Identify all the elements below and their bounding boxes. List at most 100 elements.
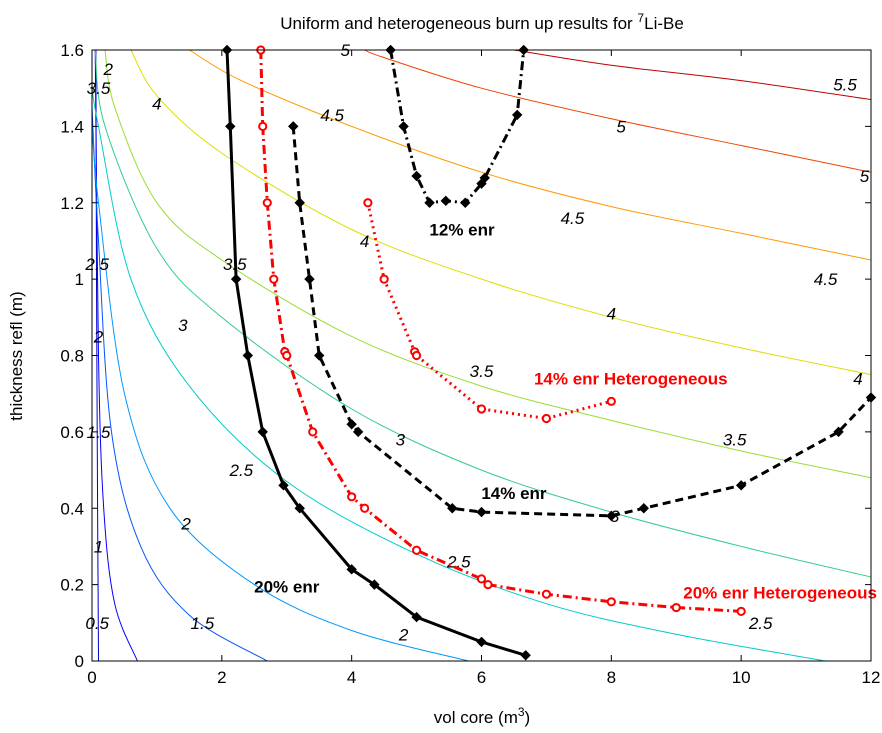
- data-series: [221, 44, 877, 661]
- contour-level-label: 2: [93, 327, 104, 346]
- x-tick-label: 10: [732, 668, 751, 687]
- contour-line-5: [364, 50, 871, 173]
- data-point-diamond: [230, 273, 242, 285]
- data-point-circle: [258, 121, 268, 131]
- y-tick-label: 0.2: [60, 576, 84, 595]
- series-label: 14% enr Heterogeneous: [534, 369, 728, 388]
- chart-title-main: Uniform and heterogeneous burn up result…: [280, 14, 637, 33]
- contour-level-label: 2.5: [446, 553, 471, 572]
- contour-level-label: 2: [398, 625, 409, 644]
- x-axis-label: vol core (m3): [434, 705, 530, 727]
- contour-line-4-5: [189, 50, 871, 261]
- data-point-diamond: [242, 350, 254, 361]
- data-point-diamond: [606, 510, 617, 522]
- data-point-diamond: [294, 503, 305, 514]
- data-point-circle: [308, 427, 318, 437]
- x-tick-label: 6: [477, 668, 486, 687]
- data-point-circle: [347, 492, 357, 502]
- data-point-diamond: [511, 109, 523, 121]
- data-point-diamond: [447, 503, 458, 514]
- chart-title: Uniform and heterogeneous burn up result…: [280, 11, 684, 33]
- data-point-diamond: [314, 350, 325, 361]
- data-point-diamond: [294, 197, 305, 208]
- series-label: 14% enr: [481, 484, 547, 503]
- contour-level-label: 3.5: [87, 79, 111, 98]
- contour-level-label: 3: [396, 431, 406, 450]
- y-tick-label: 0: [75, 652, 84, 671]
- data-point-circle: [282, 350, 292, 361]
- contour-level-label: 3.5: [723, 431, 747, 450]
- data-point-diamond: [520, 650, 531, 661]
- y-tick-label: 0.6: [60, 423, 84, 442]
- contour-level-label: 4.5: [814, 270, 838, 289]
- series-labels: 20% enr 20% enr Heterogeneous 14% enr 14% e…: [254, 220, 877, 602]
- chart-title-superscript: 7: [637, 11, 644, 25]
- data-point-diamond: [476, 636, 487, 648]
- x-axis-label-superscript: 3: [518, 705, 525, 719]
- data-point-diamond: [460, 197, 471, 208]
- data-point-circle: [483, 580, 493, 590]
- contour-line-5-5: [513, 50, 871, 101]
- x-axis-label-tail: ): [525, 708, 531, 727]
- data-point-circle: [363, 198, 373, 208]
- plot-area: [92, 50, 871, 661]
- series-line: [389, 49, 526, 205]
- data-point-circle: [476, 404, 487, 414]
- y-tick-label: 0.8: [60, 347, 84, 366]
- data-point-circle: [379, 274, 389, 284]
- data-point-diamond: [833, 426, 844, 438]
- y-tick-label: 1.6: [60, 41, 84, 60]
- contour-level-label: 0.5: [85, 614, 109, 633]
- x-tick-label: 4: [347, 668, 356, 687]
- series-2: [256, 45, 746, 616]
- x-tick-label: 0: [87, 668, 96, 687]
- contour-level-label: 5: [860, 167, 870, 186]
- contour-level-label: 3.5: [470, 362, 494, 381]
- contour-level-label: 4: [607, 304, 616, 323]
- series-1: [221, 44, 531, 661]
- data-point-circle: [262, 198, 272, 208]
- x-tick-label: 8: [607, 668, 616, 687]
- data-point-diamond: [369, 579, 380, 590]
- contour-level-label: 4.5: [561, 209, 585, 228]
- series-4: [363, 198, 616, 424]
- data-point-circle: [671, 602, 681, 613]
- y-tick-label: 1.4: [60, 117, 84, 136]
- series-3: [288, 121, 877, 522]
- data-point-diamond: [398, 121, 409, 132]
- contour-level-label: 2: [180, 515, 191, 534]
- data-point-diamond: [288, 121, 299, 132]
- y-tick-label: 1.2: [60, 194, 84, 213]
- data-point-diamond: [735, 480, 747, 491]
- data-point-diamond: [257, 426, 268, 438]
- data-point-diamond: [424, 197, 435, 208]
- contour-line-3: [94, 50, 871, 578]
- contour-line-1-5: [92, 107, 268, 661]
- y-axis-label: thickness refl (m): [7, 291, 26, 420]
- contour-line-3-5: [104, 50, 871, 479]
- contour-level-label: 3: [178, 316, 188, 335]
- axis-ticks: 0 2 4 6 8 10 12 0 0.2 0.4 0.6 0.8 1 1.2 1.4 1.6: [60, 41, 880, 687]
- contour-level-label: 5: [616, 117, 626, 136]
- contour-lines: [92, 50, 871, 661]
- series-line: [259, 49, 742, 613]
- contour-level-label: 4: [152, 94, 161, 113]
- y-tick-label: 1: [75, 270, 84, 289]
- contour-level-label: 5.5: [833, 75, 857, 94]
- contour-level-label: 2.5: [748, 614, 773, 633]
- y-tick-label: 0.4: [60, 499, 84, 518]
- contour-line-2-5: [92, 88, 826, 661]
- data-point-diamond: [346, 419, 357, 430]
- data-point-circle: [476, 574, 487, 584]
- data-point-diamond: [352, 426, 364, 438]
- data-point-diamond: [346, 564, 357, 575]
- contour-level-label: 2.5: [84, 255, 109, 274]
- contour-labels: 0.511.522.53.52432.53.521.522.533.544.55…: [84, 41, 869, 644]
- data-point-diamond: [638, 503, 649, 514]
- data-point-circle: [360, 503, 370, 513]
- contour-level-label: 1.5: [87, 423, 111, 442]
- x-tick-label: 12: [862, 668, 881, 687]
- data-point-diamond: [225, 121, 236, 132]
- contour-level-label: 2.5: [228, 461, 253, 480]
- series-label: 12% enr: [429, 220, 495, 239]
